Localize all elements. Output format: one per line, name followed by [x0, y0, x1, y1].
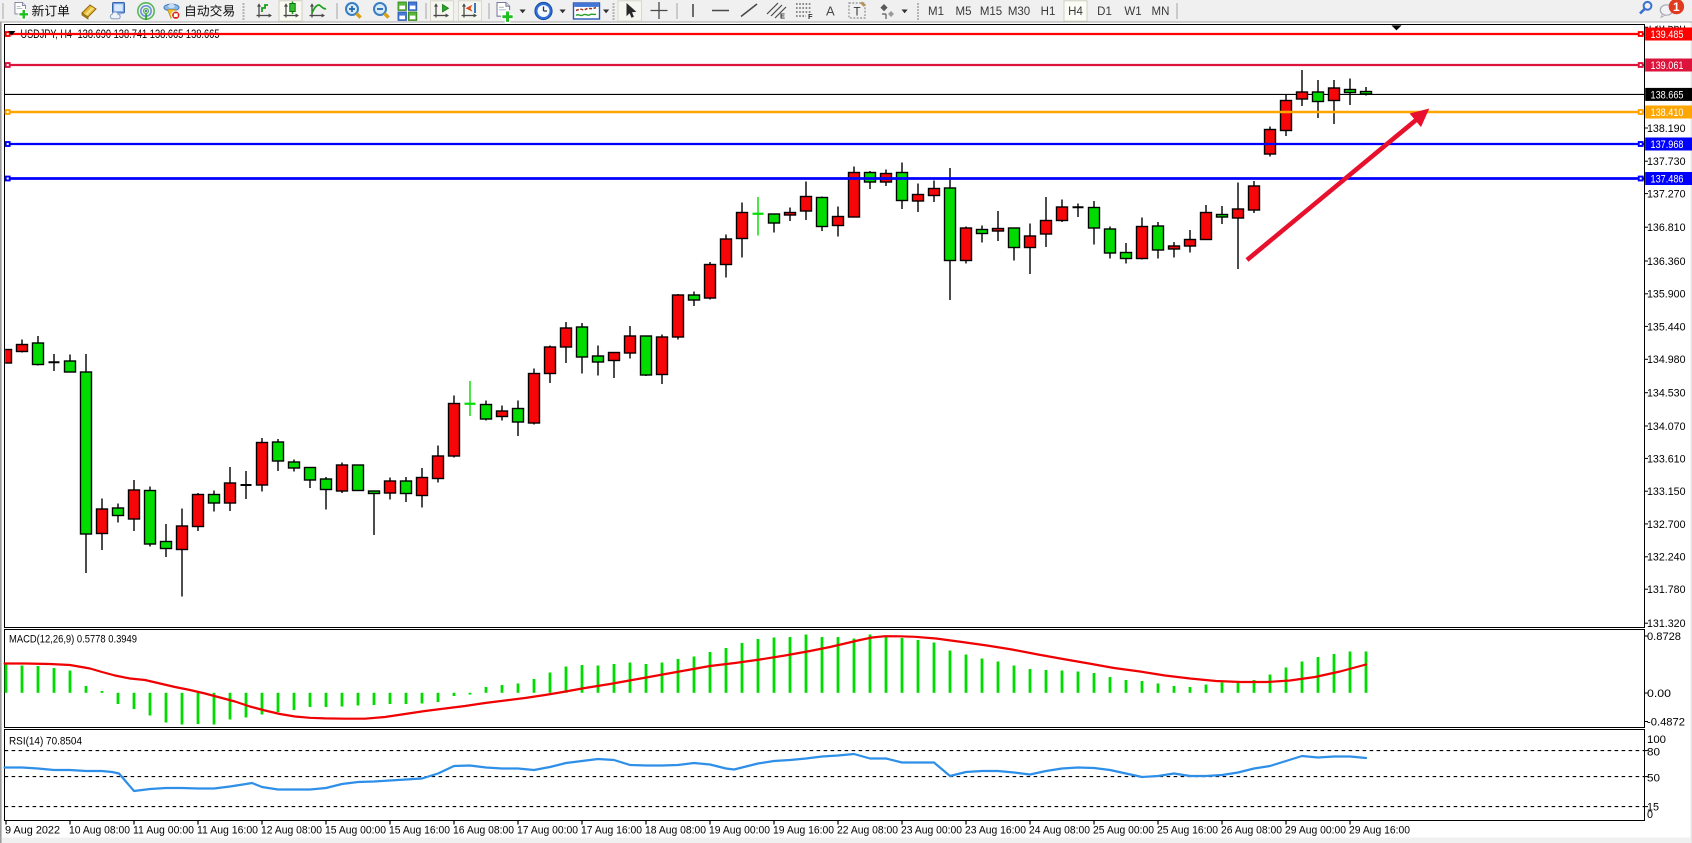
svg-text:MACD(12,26,9) 0.5778 0.3949: MACD(12,26,9) 0.5778 0.3949	[9, 633, 137, 645]
svg-text:M15: M15	[980, 6, 1002, 18]
svg-text:131.780: 131.780	[1647, 584, 1686, 596]
svg-text:134.070: 134.070	[1647, 421, 1686, 433]
svg-text:131.320: 131.320	[1647, 618, 1686, 630]
svg-text:137.270: 137.270	[1647, 189, 1686, 201]
svg-text:M30: M30	[1008, 6, 1030, 18]
svg-text:W1: W1	[1124, 6, 1141, 18]
svg-text:11 Aug 00:00: 11 Aug 00:00	[133, 824, 194, 836]
svg-text:9 Aug 2022: 9 Aug 2022	[5, 824, 60, 836]
svg-text:15 Aug 00:00: 15 Aug 00:00	[325, 824, 386, 836]
svg-text:133.610: 133.610	[1647, 453, 1686, 465]
svg-text:22 Aug 08:00: 22 Aug 08:00	[837, 824, 898, 836]
svg-text:138.410: 138.410	[1651, 107, 1684, 119]
svg-text:139.061: 139.061	[1651, 60, 1684, 72]
svg-text:15: 15	[1647, 801, 1659, 813]
svg-text:M1: M1	[928, 6, 944, 18]
svg-text:134.980: 134.980	[1647, 354, 1686, 366]
svg-text:D1: D1	[1097, 6, 1112, 18]
svg-text:134.530: 134.530	[1647, 388, 1686, 400]
svg-text:T: T	[854, 7, 861, 19]
svg-text:137.968: 137.968	[1651, 139, 1684, 151]
svg-text:11 Aug 16:00: 11 Aug 16:00	[197, 824, 258, 836]
svg-text:0: 0	[1647, 809, 1653, 821]
svg-text:0.8728: 0.8728	[1647, 631, 1681, 643]
svg-text:USDJPY, H4: USDJPY, H4	[21, 29, 73, 41]
svg-text:19 Aug 16:00: 19 Aug 16:00	[773, 824, 834, 836]
svg-text:19 Aug 00:00: 19 Aug 00:00	[709, 824, 770, 836]
svg-text:H1: H1	[1041, 6, 1056, 18]
svg-text:23 Aug 16:00: 23 Aug 16:00	[965, 824, 1026, 836]
svg-text:H4: H4	[1068, 6, 1083, 18]
svg-text:138.190: 138.190	[1647, 123, 1686, 135]
svg-text:136.810: 136.810	[1647, 222, 1686, 234]
svg-text:50: 50	[1647, 772, 1660, 784]
svg-text:26 Aug 08:00: 26 Aug 08:00	[1221, 824, 1282, 836]
svg-text:1: 1	[1673, 0, 1680, 14]
svg-text:132.240: 132.240	[1647, 552, 1686, 564]
svg-text:133.150: 133.150	[1647, 486, 1686, 498]
svg-text:16 Aug 08:00: 16 Aug 08:00	[453, 824, 514, 836]
svg-text:A: A	[826, 4, 835, 19]
svg-text:24 Aug 08:00: 24 Aug 08:00	[1029, 824, 1090, 836]
svg-text:17 Aug 16:00: 17 Aug 16:00	[581, 824, 642, 836]
svg-text:139.485: 139.485	[1651, 29, 1684, 41]
svg-text:29 Aug 00:00: 29 Aug 00:00	[1285, 824, 1346, 836]
svg-text:137.730: 137.730	[1647, 156, 1686, 168]
svg-text:E: E	[780, 12, 785, 21]
svg-text:138.665: 138.665	[1651, 89, 1684, 101]
svg-text:100: 100	[1647, 734, 1666, 746]
svg-text:23 Aug 00:00: 23 Aug 00:00	[901, 824, 962, 836]
svg-text:25 Aug 00:00: 25 Aug 00:00	[1093, 824, 1154, 836]
svg-text:137.486: 137.486	[1651, 173, 1684, 185]
svg-text:15 Aug 16:00: 15 Aug 16:00	[389, 824, 450, 836]
svg-text:132.700: 132.700	[1647, 519, 1686, 531]
svg-text:80: 80	[1647, 746, 1660, 758]
svg-text:RSI(14) 70.8504: RSI(14) 70.8504	[9, 735, 82, 747]
svg-text:10 Aug 08:00: 10 Aug 08:00	[69, 824, 130, 836]
svg-text:135.440: 135.440	[1647, 321, 1686, 333]
svg-text:0.00: 0.00	[1647, 688, 1671, 700]
svg-text:-0.4872: -0.4872	[1647, 716, 1685, 728]
svg-text:138.690 138.741 138.665 138.66: 138.690 138.741 138.665 138.665	[78, 29, 220, 41]
svg-text:18 Aug 08:00: 18 Aug 08:00	[645, 824, 706, 836]
svg-text:29 Aug 16:00: 29 Aug 16:00	[1349, 824, 1410, 836]
svg-text:135.900: 135.900	[1647, 289, 1686, 301]
svg-text:136.360: 136.360	[1647, 256, 1686, 268]
svg-text:25 Aug 16:00: 25 Aug 16:00	[1157, 824, 1218, 836]
svg-text:F: F	[808, 12, 813, 21]
svg-text:M5: M5	[956, 6, 972, 18]
svg-text:17 Aug 00:00: 17 Aug 00:00	[517, 824, 578, 836]
svg-text:MN: MN	[1152, 6, 1170, 18]
svg-text:12 Aug 08:00: 12 Aug 08:00	[261, 824, 322, 836]
